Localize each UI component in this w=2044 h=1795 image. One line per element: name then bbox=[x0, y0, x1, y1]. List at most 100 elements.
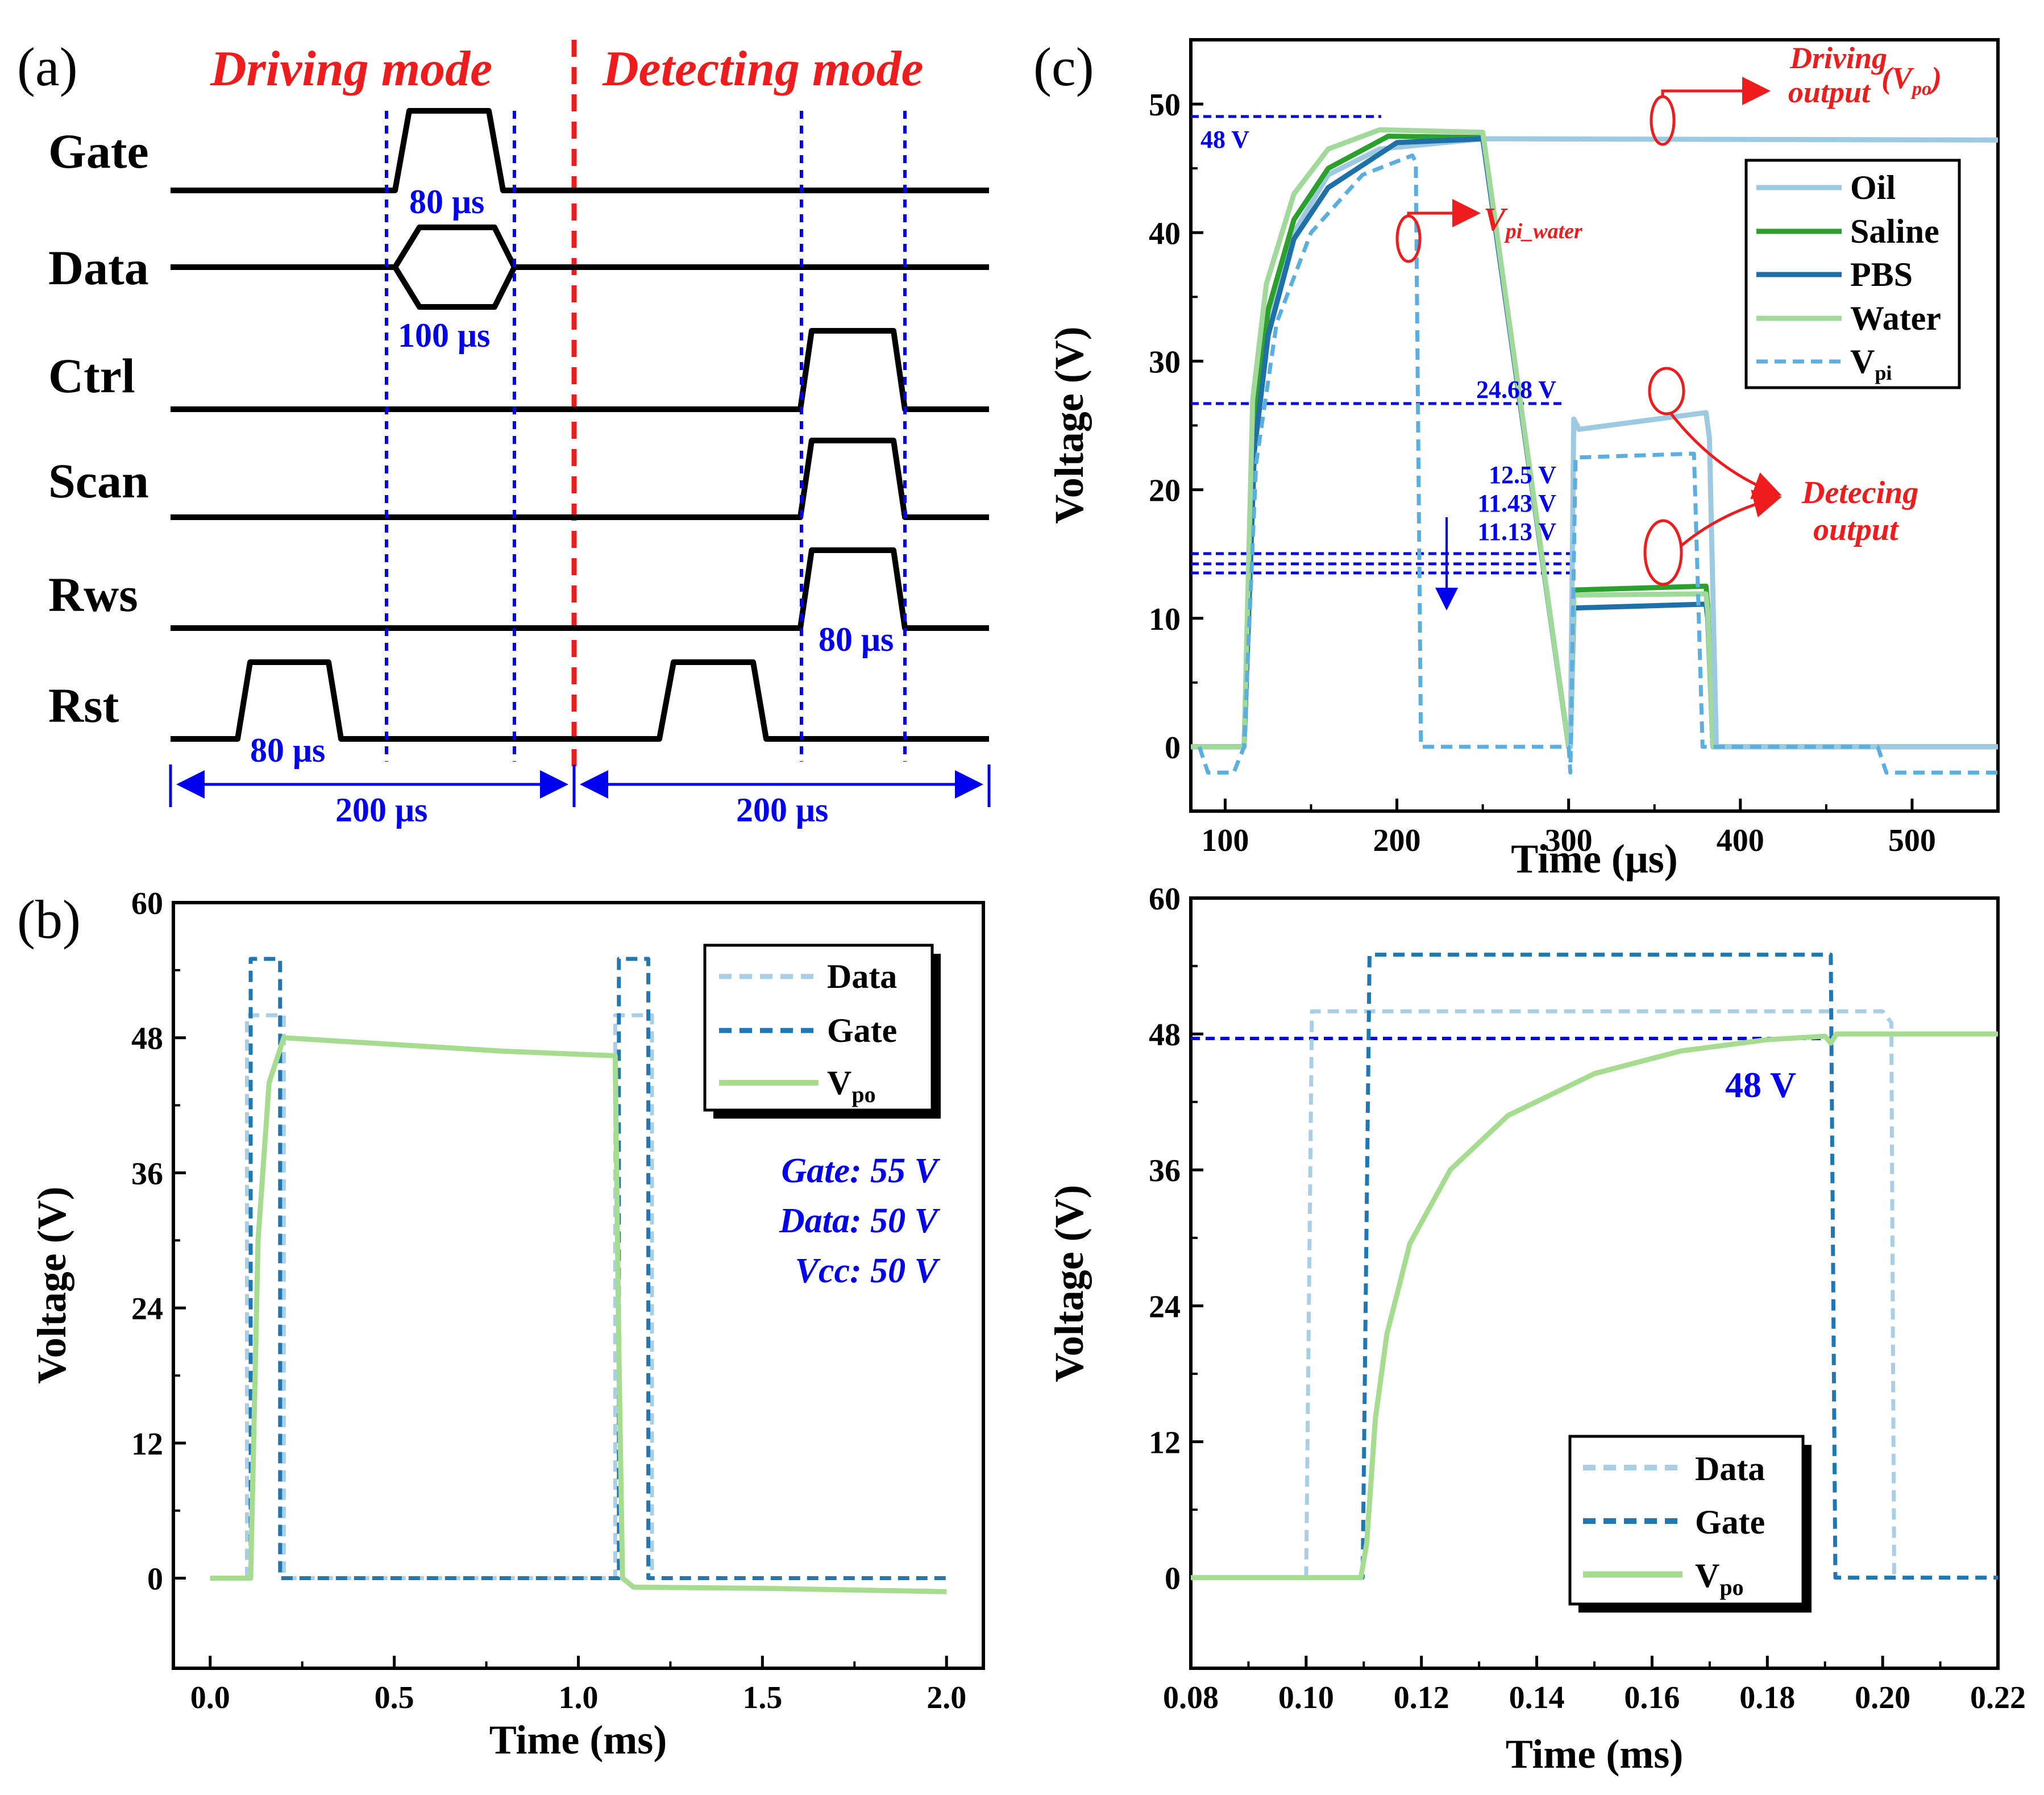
y-tick-label: 0 bbox=[147, 1562, 163, 1597]
annotation-48v-d: 48 V bbox=[1725, 1065, 1796, 1105]
legend-label-saline: Saline bbox=[1850, 213, 1939, 250]
legend-label-data: Data bbox=[1695, 1450, 1765, 1487]
timing-diagram: (a) Driving mode Detecting mode Gate Dat… bbox=[17, 36, 991, 829]
data-waveform-bottom bbox=[392, 265, 517, 310]
y-axis-label-c: Voltage (V) bbox=[1046, 326, 1092, 523]
driving-mode-title: Driving mode bbox=[210, 41, 492, 97]
signal-label-rst: Rst bbox=[48, 678, 119, 733]
rws-waveform bbox=[171, 547, 989, 631]
driving-output-label-2: output bbox=[1788, 75, 1871, 109]
vpi-water-arrow bbox=[1407, 199, 1481, 227]
legend-c: Oil Saline PBS Water Vpi bbox=[1744, 159, 1961, 389]
rws-width-label: 80 μs bbox=[819, 621, 894, 658]
legend-label-gate: Gate bbox=[827, 1012, 897, 1049]
detecting-output-label-2: output bbox=[1813, 512, 1899, 547]
signal-label-ctrl: Ctrl bbox=[48, 348, 135, 403]
x-tick-label: 1.5 bbox=[742, 1680, 782, 1715]
chart-c: (c) 100 200 300 400 500 0 10 20 30 40 50 48 V 24.6… bbox=[1033, 36, 2000, 882]
vpi-water-marker bbox=[1395, 214, 1422, 263]
x-tick-label: 0.18 bbox=[1739, 1680, 1795, 1715]
legend-label-gate: Gate bbox=[1695, 1503, 1765, 1541]
y-tick-label: 30 bbox=[1149, 344, 1181, 380]
data-width-label: 100 μs bbox=[398, 317, 490, 354]
series-vpo bbox=[210, 1035, 947, 1594]
y-tick-label: 0 bbox=[1165, 730, 1181, 766]
series-data bbox=[245, 1013, 654, 1580]
y-tick-label: 50 bbox=[1149, 88, 1181, 123]
note-vcc: Vcc: 50 V bbox=[795, 1252, 941, 1290]
y-tick-label: 36 bbox=[131, 1156, 163, 1191]
x-tick-label: 0.10 bbox=[1278, 1680, 1334, 1715]
legend-label-vpo: Vpo bbox=[1695, 1557, 1744, 1600]
annotation-1113v: 11.13 V bbox=[1477, 518, 1556, 546]
detect-arrow-bottom bbox=[1680, 489, 1782, 547]
x-axis-label-b: Time (ms) bbox=[489, 1717, 667, 1763]
series-vpi bbox=[1197, 153, 1998, 775]
y-tick-label: 12 bbox=[1149, 1425, 1181, 1460]
x-tick-label: 200 bbox=[1373, 823, 1421, 858]
detecting-output-label-1: Detecing bbox=[1801, 475, 1918, 510]
signal-label-rws: Rws bbox=[48, 567, 138, 622]
series-vpo bbox=[1191, 1031, 1998, 1581]
ctrl-waveform bbox=[171, 328, 989, 412]
annotation-2468v: 24.68 V bbox=[1476, 376, 1556, 404]
annotation-125v: 12.5 V bbox=[1489, 461, 1556, 489]
y-tick-label: 48 bbox=[131, 1021, 163, 1057]
annotation-48v: 48 V bbox=[1200, 126, 1249, 153]
driving-output-label-1: Driving bbox=[1789, 41, 1887, 75]
x-tick-label: 0.08 bbox=[1163, 1680, 1219, 1715]
period-left-label: 200 μs bbox=[335, 791, 427, 829]
y-tick-label: 20 bbox=[1149, 473, 1181, 509]
detect-marker-bottom bbox=[1643, 519, 1683, 586]
period-right-label: 200 μs bbox=[736, 791, 828, 829]
signal-label-gate: Gate bbox=[48, 124, 149, 178]
y-tick-label: 0 bbox=[1165, 1561, 1181, 1597]
panel-b-label: (b) bbox=[17, 889, 81, 950]
x-tick-label: 0.5 bbox=[375, 1680, 414, 1715]
driving-output-label-3: (Vpo) bbox=[1881, 61, 1942, 99]
signal-label-scan: Scan bbox=[48, 454, 149, 508]
y-tick-label: 36 bbox=[1149, 1153, 1181, 1189]
detect-arrow-top bbox=[1670, 413, 1782, 500]
legend-label-water: Water bbox=[1850, 300, 1941, 337]
x-tick-label: 0.22 bbox=[1970, 1680, 2026, 1715]
gate-width-label: 80 μs bbox=[409, 183, 484, 221]
note-gate: Gate: 55 V bbox=[781, 1152, 940, 1190]
y-tick-label: 24 bbox=[1149, 1289, 1181, 1324]
x-tick-label: 0.14 bbox=[1509, 1680, 1565, 1715]
x-tick-label: 400 bbox=[1717, 823, 1764, 858]
y-axis-label-b: Voltage (V) bbox=[29, 1186, 74, 1383]
x-tick-label: 2.0 bbox=[927, 1680, 966, 1715]
x-tick-label: 0.16 bbox=[1624, 1680, 1680, 1715]
x-tick-label: 500 bbox=[1888, 823, 1936, 858]
note-data: Data: 50 V bbox=[779, 1202, 941, 1240]
chart-b: (b) 0.0 0.5 1.0 1.5 2.0 0 12 24 36 48 60 Time (ms)… bbox=[17, 886, 985, 1763]
legend-b: Data Gate Vpo bbox=[703, 944, 941, 1119]
legend-label-vpi: Vpi bbox=[1850, 343, 1892, 384]
x-tick-label: 0.0 bbox=[190, 1680, 230, 1715]
x-tick-label: 300 bbox=[1545, 823, 1593, 858]
x-tick-label: 0.12 bbox=[1394, 1680, 1449, 1715]
series-data bbox=[1304, 1009, 1896, 1578]
y-tick-label: 40 bbox=[1149, 216, 1181, 251]
legend-label-vpo: Vpo bbox=[827, 1064, 876, 1107]
panel-a-label: (a) bbox=[17, 36, 78, 97]
y-tick-label: 24 bbox=[131, 1291, 163, 1327]
y-axis-label-d: Voltage (V) bbox=[1046, 1185, 1092, 1382]
series-oil-detect bbox=[1567, 410, 1998, 750]
detect-marker-top bbox=[1648, 367, 1685, 415]
x-tick-label: 0.20 bbox=[1855, 1680, 1910, 1715]
y-tick-label: 12 bbox=[131, 1427, 163, 1462]
y-tick-label: 60 bbox=[131, 886, 163, 921]
y-tick-label: 10 bbox=[1149, 602, 1181, 637]
x-axis-label-d: Time (ms) bbox=[1506, 1731, 1684, 1777]
gate-waveform bbox=[171, 108, 989, 193]
legend-d: Data Gate Vpo bbox=[1568, 1435, 1812, 1613]
signal-label-data: Data bbox=[48, 240, 149, 295]
series-gate bbox=[1191, 953, 1998, 1580]
vpi-water-label: Vpi_water bbox=[1484, 201, 1583, 243]
x-tick-label: 1.0 bbox=[559, 1680, 599, 1715]
legend-label-oil: Oil bbox=[1850, 169, 1896, 206]
series-gate bbox=[210, 957, 947, 1580]
